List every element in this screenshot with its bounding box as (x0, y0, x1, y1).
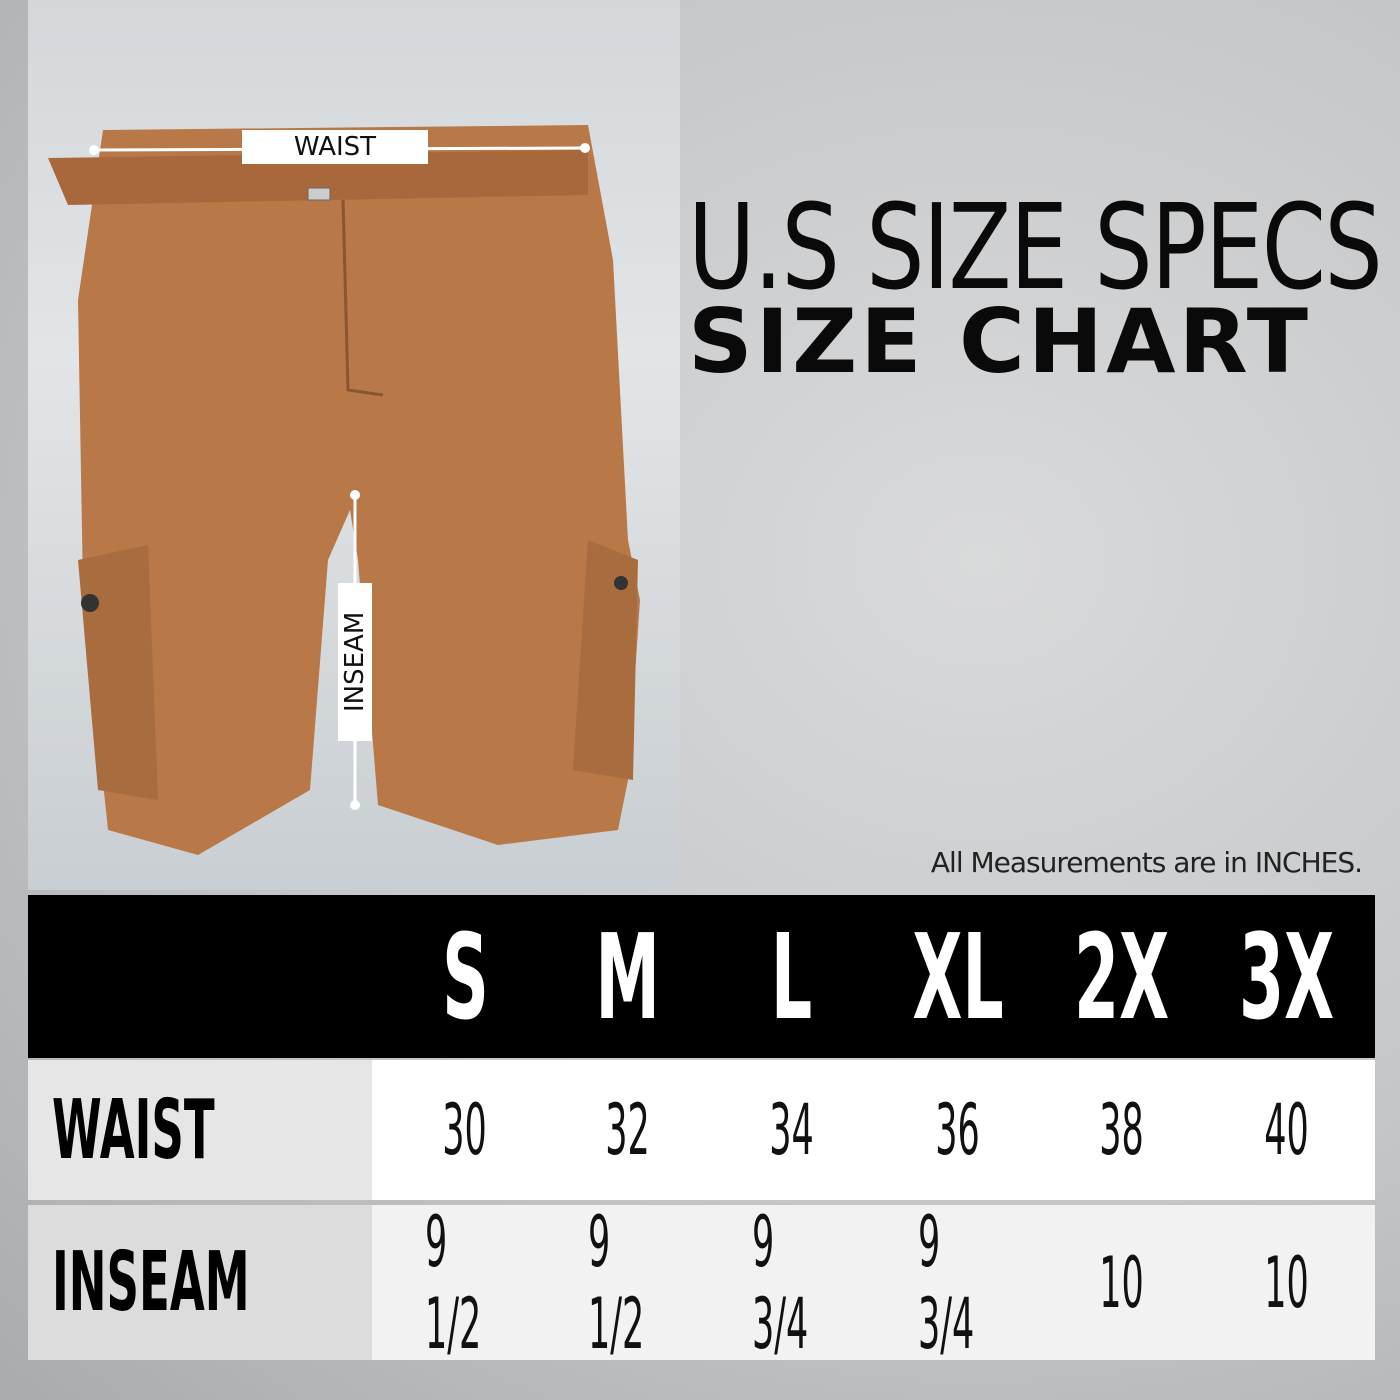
table-cell: 10 (1099, 1241, 1145, 1324)
units-note: All Measurements are in INCHES. (930, 846, 1363, 879)
size-2x: 2X (1074, 907, 1170, 1046)
table-cell: 9 3/4 (752, 1200, 809, 1365)
size-l: L (771, 907, 813, 1046)
size-3x: 3X (1239, 907, 1335, 1046)
table-cell: 36 (935, 1089, 981, 1171)
table-cell: 38 (1099, 1089, 1145, 1171)
row-label: INSEAM (28, 1205, 372, 1360)
page-subtitle: SIZE CHART (688, 290, 1312, 393)
table-cell: 32 (605, 1089, 651, 1171)
product-photo: WAIST INSEAM (28, 0, 680, 890)
inseam-label: INSEAM (338, 583, 372, 741)
size-xl: XL (912, 907, 1004, 1046)
table-cell: 10 (1264, 1241, 1310, 1324)
cargo-shorts-illustration (48, 125, 640, 855)
size-chart-table: S M L XL 2X 3X WAIST 30 32 34 36 38 40 I… (28, 895, 1375, 1370)
size-header-row: S M L XL 2X 3X (28, 895, 1375, 1058)
table-row-waist: WAIST 30 32 34 36 38 40 (28, 1060, 1375, 1200)
table-cell: 9 3/4 (918, 1200, 975, 1365)
waist-label: WAIST (242, 130, 428, 164)
size-s: S (441, 907, 489, 1046)
table-cell: 30 (442, 1089, 488, 1171)
row-label: WAIST (28, 1060, 372, 1200)
table-row-inseam: INSEAM 9 1/2 9 1/2 9 3/4 9 3/4 10 10 (28, 1200, 1375, 1365)
table-cell: 9 1/2 (588, 1200, 645, 1365)
table-cell: 9 1/2 (425, 1200, 482, 1365)
size-m: M (595, 907, 661, 1046)
table-cell: 40 (1264, 1089, 1310, 1171)
table-cell: 34 (769, 1089, 815, 1171)
